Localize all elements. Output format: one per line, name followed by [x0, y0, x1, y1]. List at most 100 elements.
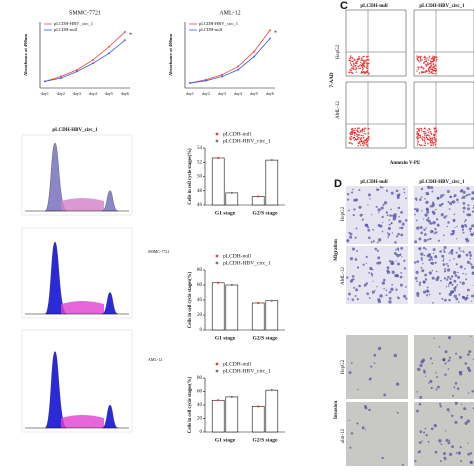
cell	[470, 335, 472, 337]
cell	[361, 218, 364, 221]
cell	[423, 228, 426, 231]
event	[428, 66, 431, 69]
cell	[354, 294, 357, 297]
cell	[465, 278, 468, 281]
event	[427, 69, 430, 72]
event	[419, 59, 422, 61]
cell	[362, 263, 365, 266]
cell	[368, 408, 371, 412]
event	[417, 129, 420, 131]
cell	[445, 262, 448, 265]
cell	[430, 386, 433, 390]
cell	[420, 266, 423, 269]
point	[124, 39, 126, 42]
event	[349, 55, 352, 57]
line	[189, 30, 271, 84]
cell	[390, 262, 394, 266]
event	[421, 59, 423, 61]
cell	[471, 224, 474, 228]
cell	[455, 452, 458, 454]
event	[428, 127, 430, 130]
bar	[251, 406, 265, 433]
cell	[466, 260, 470, 264]
cell	[453, 286, 457, 290]
cell	[420, 258, 423, 261]
cell	[434, 450, 438, 454]
cell	[372, 280, 374, 282]
cell	[352, 188, 354, 191]
s-phase	[61, 415, 104, 428]
cell	[403, 267, 407, 270]
cell	[403, 188, 405, 190]
cell	[373, 353, 377, 357]
event	[366, 63, 368, 65]
cell	[432, 201, 435, 204]
event	[361, 129, 363, 131]
panel-letter: C	[340, 0, 348, 12]
cell	[455, 263, 458, 266]
event	[367, 128, 369, 131]
cell	[349, 235, 353, 239]
event	[352, 67, 354, 69]
bar	[251, 196, 265, 206]
event	[357, 137, 359, 139]
point	[237, 65, 239, 68]
cell	[466, 193, 469, 197]
cell	[439, 405, 442, 408]
cell	[351, 275, 355, 278]
cell	[453, 220, 456, 223]
point	[76, 68, 78, 71]
cell	[352, 278, 355, 281]
event	[423, 61, 425, 63]
event	[349, 138, 352, 141]
point	[237, 68, 239, 71]
cell	[440, 443, 443, 446]
cell	[416, 294, 420, 298]
cell	[371, 290, 375, 294]
histogram-frame	[21, 329, 133, 433]
event	[433, 133, 435, 136]
cell	[364, 223, 368, 227]
event	[351, 56, 353, 59]
cell	[416, 409, 419, 413]
event	[349, 133, 352, 136]
event	[422, 71, 424, 74]
cell	[457, 254, 461, 259]
cell	[371, 275, 373, 277]
event	[349, 69, 352, 71]
cell	[383, 393, 387, 397]
cell	[460, 415, 463, 419]
event	[366, 65, 368, 67]
cell	[390, 287, 394, 291]
event	[417, 139, 419, 141]
event	[428, 57, 430, 59]
cell	[423, 254, 426, 257]
event	[366, 137, 368, 140]
cell	[389, 214, 392, 217]
cell	[418, 237, 422, 241]
event	[426, 70, 428, 73]
cell	[429, 205, 433, 208]
cell	[450, 232, 453, 236]
cell	[420, 196, 423, 199]
cell	[435, 388, 438, 391]
cell	[382, 203, 385, 206]
event	[357, 135, 359, 137]
cell	[470, 294, 474, 298]
cell	[453, 194, 457, 197]
s-phase	[61, 198, 104, 211]
event	[359, 67, 362, 69]
cell	[455, 297, 459, 301]
event	[430, 139, 433, 141]
cell	[462, 231, 465, 234]
cell	[465, 253, 469, 257]
point	[60, 77, 62, 79]
cell	[441, 297, 444, 300]
cell	[467, 207, 470, 211]
cell	[458, 355, 462, 359]
x-tick-label: G1 stage	[215, 335, 236, 341]
cell	[444, 373, 447, 376]
cell	[355, 288, 359, 292]
event	[354, 59, 356, 61]
event	[425, 59, 428, 61]
